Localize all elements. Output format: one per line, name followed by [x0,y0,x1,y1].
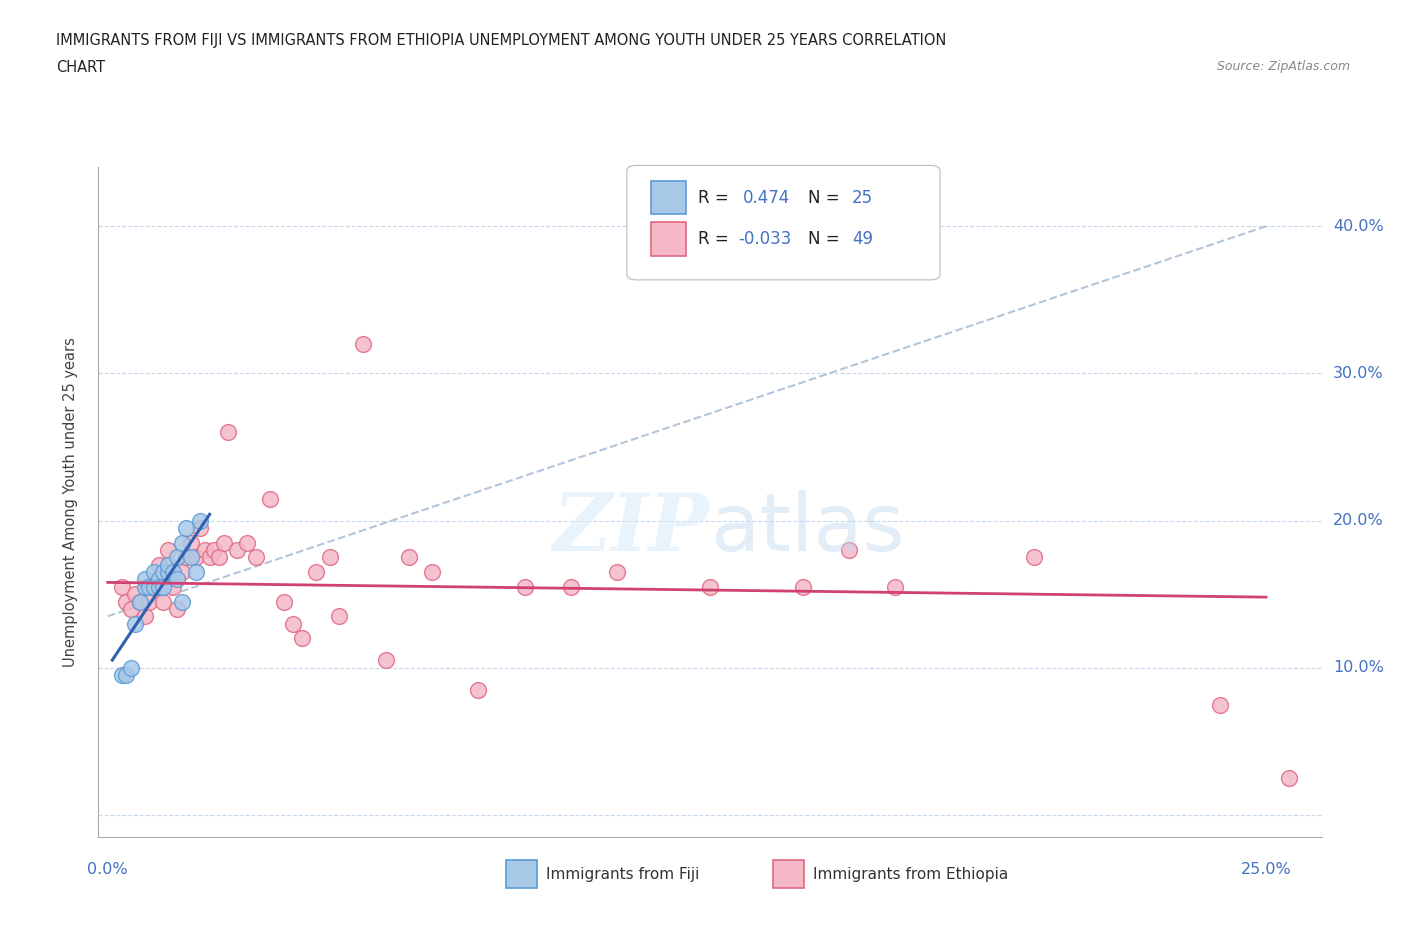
Text: 10.0%: 10.0% [1333,660,1384,675]
Point [281,617,304,631]
Bar [651,180,686,214]
Text: 0.474: 0.474 [742,189,790,206]
Point [166,602,188,617]
Point [1024,550,1046,565]
Point [1208,698,1230,712]
Point [156,542,179,557]
Point [129,594,152,609]
Point [792,579,814,594]
Point [188,521,212,536]
Point [838,542,860,557]
Point [110,668,132,683]
Point [156,565,179,579]
Point [166,550,188,565]
Point [110,579,132,594]
Point [148,557,170,572]
Text: N =: N = [808,189,839,206]
Point [208,550,231,565]
Point [170,536,193,551]
Point [699,579,721,594]
Point [245,550,267,565]
Point [180,550,202,565]
Text: Source: ZipAtlas.com: Source: ZipAtlas.com [1216,60,1350,73]
Text: ZIP: ZIP [553,490,710,567]
Point [152,594,174,609]
Text: 30.0%: 30.0% [1333,365,1384,381]
Point [176,521,198,536]
Point [194,542,217,557]
Point [176,550,198,565]
Point [120,602,142,617]
Point [398,550,420,565]
Point [148,572,170,587]
Point [305,565,328,579]
Text: 40.0%: 40.0% [1333,219,1384,233]
Point [420,565,443,579]
Point [143,579,166,594]
Text: N =: N = [808,230,839,248]
Point [148,579,170,594]
Point [273,594,295,609]
Point [156,557,179,572]
FancyBboxPatch shape [627,166,941,280]
Point [162,565,184,579]
Text: 0.0%: 0.0% [87,862,128,877]
Point [170,594,193,609]
Point [202,542,225,557]
Point [513,579,536,594]
Text: -0.033: -0.033 [738,230,792,248]
Point [352,337,374,352]
Point [374,653,396,668]
Point [606,565,628,579]
Point [198,550,221,565]
Point [184,550,207,565]
Point [152,579,174,594]
Text: 25.0%: 25.0% [1240,862,1292,877]
Point [152,565,174,579]
Point [180,536,202,551]
Point [184,565,207,579]
Point [134,609,156,624]
Point [143,565,166,579]
Point [212,536,235,551]
Point [884,579,907,594]
Text: atlas: atlas [710,490,904,568]
Point [235,536,257,551]
Point [226,542,249,557]
Bar [651,222,686,256]
Point [467,683,489,698]
Point [328,609,350,624]
Point [162,579,184,594]
Point [170,565,193,579]
Point [188,513,212,528]
Text: R =: R = [697,189,728,206]
Point [115,594,138,609]
Y-axis label: Unemployment Among Youth under 25 years: Unemployment Among Youth under 25 years [63,338,77,667]
Text: Immigrants from Ethiopia: Immigrants from Ethiopia [813,867,1008,882]
Point [560,579,582,594]
Point [138,579,160,594]
Text: 25: 25 [852,189,873,206]
Point [1278,771,1301,786]
Point [120,660,142,675]
Point [291,631,314,645]
Point [259,491,281,506]
Text: CHART: CHART [56,60,105,75]
Point [143,579,166,594]
Point [138,594,160,609]
Point [319,550,342,565]
Point [217,425,239,440]
Point [129,594,152,609]
Text: IMMIGRANTS FROM FIJI VS IMMIGRANTS FROM ETHIOPIA UNEMPLOYMENT AMONG YOUTH UNDER : IMMIGRANTS FROM FIJI VS IMMIGRANTS FROM … [56,33,946,47]
Point [124,587,146,602]
Point [124,617,146,631]
Point [134,572,156,587]
Point [115,668,138,683]
Text: 20.0%: 20.0% [1333,513,1384,528]
Text: R =: R = [697,230,728,248]
Point [134,579,156,594]
Point [166,572,188,587]
Text: Immigrants from Fiji: Immigrants from Fiji [546,867,699,882]
Text: 49: 49 [852,230,873,248]
